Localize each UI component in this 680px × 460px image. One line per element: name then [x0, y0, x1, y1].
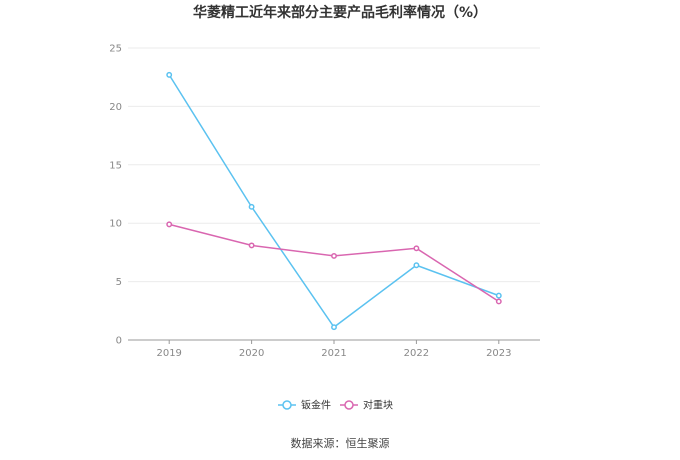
x-tick-label: 2023 — [486, 348, 511, 359]
y-tick-label: 25 — [109, 44, 122, 55]
series-line-1 — [168, 74, 500, 329]
y-tick-label: 10 — [109, 219, 122, 230]
data-point — [331, 324, 337, 331]
legend-item-2[interactable]: 对重块 — [340, 399, 393, 412]
axes: 0 5 10 15 20 25 2019 2020 2021 2022 2023 — [109, 44, 540, 359]
legend[interactable]: 钣金件 对重块 — [278, 399, 393, 412]
gridlines — [128, 47, 540, 283]
data-point — [331, 252, 337, 259]
legend-swatch-marker — [282, 400, 292, 410]
y-tick-label: 5 — [116, 277, 122, 288]
legend-item-1[interactable]: 钣金件 — [278, 399, 331, 412]
data-point — [166, 71, 173, 78]
data-source-note: 数据来源：恒生聚源 — [290, 437, 390, 450]
x-tick-label: 2021 — [321, 348, 346, 359]
x-tick-label: 2019 — [156, 348, 181, 359]
data-point — [413, 262, 420, 269]
chart-title: 华菱精工近年来部分主要产品毛利率情况（%） — [192, 5, 488, 21]
data-point — [248, 203, 255, 210]
y-tick-label: 15 — [109, 160, 122, 171]
y-tick-label: 20 — [109, 102, 122, 113]
data-point — [248, 242, 255, 249]
legend-label: 对重块 — [363, 399, 393, 412]
legend-swatch-marker — [344, 400, 354, 410]
legend-label: 钣金件 — [301, 399, 331, 412]
data-point — [413, 245, 420, 252]
data-point — [495, 298, 502, 305]
series-group — [166, 71, 502, 331]
data-point — [495, 292, 502, 299]
y-tick-label: 0 — [116, 336, 122, 347]
x-tick-label: 2022 — [404, 348, 429, 359]
data-point — [166, 221, 173, 228]
x-tick-label: 2020 — [239, 348, 264, 359]
series-line-2 — [169, 223, 500, 303]
